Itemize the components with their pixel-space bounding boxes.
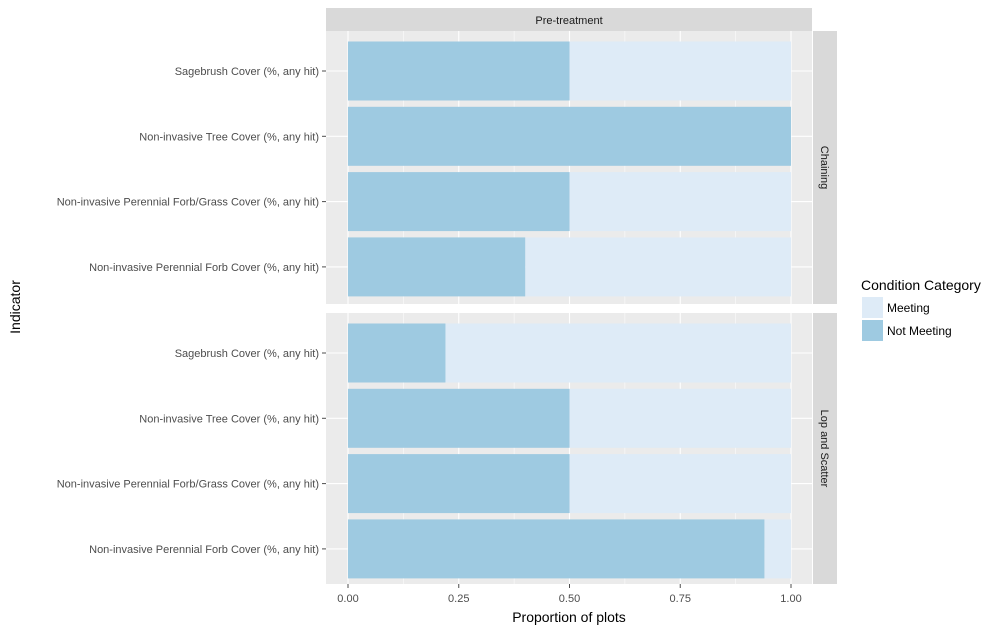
bar-not-meeting <box>348 454 570 514</box>
y-tick-label: Non-invasive Perennial Forb/Grass Cover … <box>57 479 319 491</box>
legend-label: Not Meeting <box>887 324 952 338</box>
x-axis-title: Proportion of plots <box>512 609 626 625</box>
bar-not-meeting <box>348 172 570 232</box>
facet-strip-label: Pre-treatment <box>535 15 602 27</box>
facet-strip-right <box>813 31 837 304</box>
bar-meeting <box>764 519 791 579</box>
bar-meeting <box>569 41 791 101</box>
bar-meeting <box>525 237 791 297</box>
facet-strip-right <box>813 313 837 584</box>
y-tick-label: Non-invasive Perennial Forb Cover (%, an… <box>89 262 319 274</box>
y-tick-label: Sagebrush Cover (%, any hit) <box>175 66 319 78</box>
bar-not-meeting <box>348 388 570 448</box>
bar-not-meeting <box>348 519 765 579</box>
bar-not-meeting <box>348 106 791 166</box>
y-tick-label: Non-invasive Perennial Forb Cover (%, an… <box>89 544 319 556</box>
x-tick-label: 0.75 <box>670 593 691 605</box>
y-axis-title: Indicator <box>7 280 23 334</box>
facet-strip-label: Lop and Scatter <box>818 410 830 488</box>
legend-title: Condition Category <box>861 277 981 293</box>
bar-not-meeting <box>348 323 446 383</box>
bar-meeting <box>569 388 791 448</box>
y-tick-label: Non-invasive Tree Cover (%, any hit) <box>139 413 319 425</box>
legend-key <box>862 297 883 318</box>
x-tick-label: 0.25 <box>448 593 469 605</box>
bar-meeting <box>569 454 791 514</box>
bar-not-meeting <box>348 41 570 101</box>
y-tick-label: Non-invasive Perennial Forb/Grass Cover … <box>57 197 319 209</box>
bar-meeting <box>569 172 791 232</box>
x-tick-label: 1.00 <box>780 593 801 605</box>
facet-strip-label: Chaining <box>818 146 830 189</box>
legend-key <box>862 320 883 341</box>
x-tick-label: 0.00 <box>337 593 358 605</box>
y-tick-label: Sagebrush Cover (%, any hit) <box>175 348 319 360</box>
y-tick-label: Non-invasive Tree Cover (%, any hit) <box>139 131 319 143</box>
legend-label: Meeting <box>887 301 930 315</box>
bar-not-meeting <box>348 237 526 297</box>
bar-meeting <box>445 323 791 383</box>
facet-strip-top <box>326 8 812 31</box>
x-tick-label: 0.50 <box>559 593 580 605</box>
